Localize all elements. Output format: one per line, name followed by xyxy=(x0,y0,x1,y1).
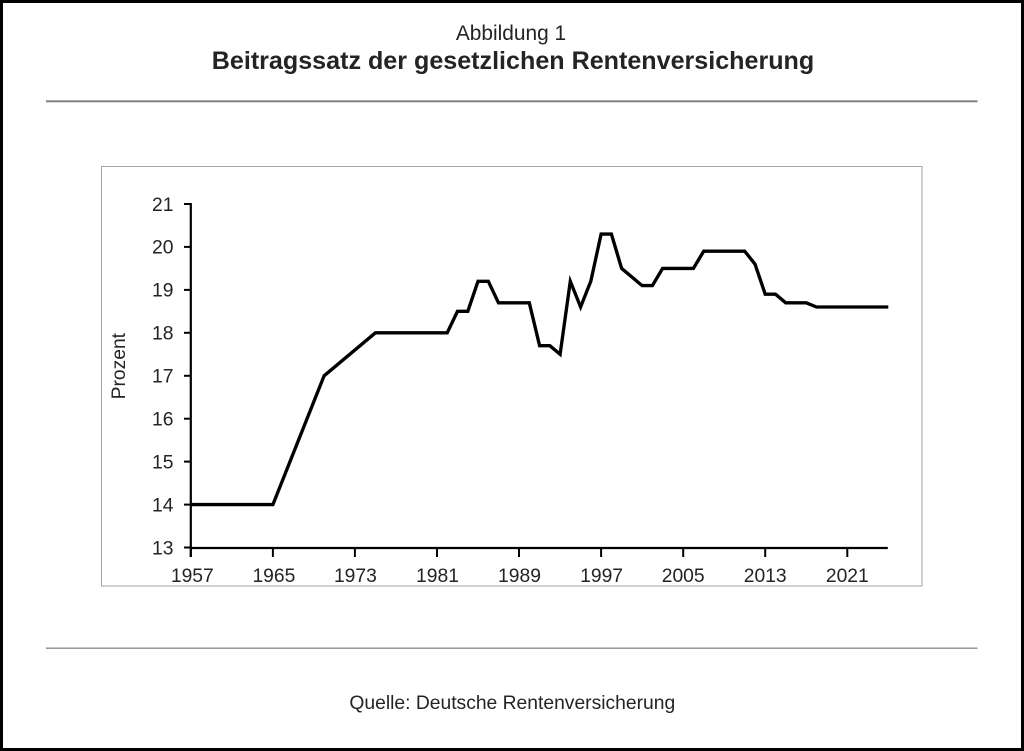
svg-text:Abbildung 1: Abbildung 1 xyxy=(456,22,566,45)
svg-text:1997: 1997 xyxy=(580,566,623,587)
svg-text:14: 14 xyxy=(152,495,174,516)
svg-text:13: 13 xyxy=(152,538,173,559)
svg-text:1989: 1989 xyxy=(498,566,541,587)
svg-text:1981: 1981 xyxy=(416,566,459,587)
svg-text:Beitragssatz der gesetzlichen: Beitragssatz der gesetzlichen Rentenvers… xyxy=(212,47,814,75)
svg-text:1957: 1957 xyxy=(171,566,214,587)
svg-text:19: 19 xyxy=(152,281,173,302)
svg-text:Prozent: Prozent xyxy=(109,332,130,399)
svg-text:16: 16 xyxy=(152,410,173,431)
svg-text:2013: 2013 xyxy=(744,566,787,587)
svg-text:18: 18 xyxy=(152,324,173,345)
svg-text:1973: 1973 xyxy=(334,566,377,587)
svg-text:Quelle: Deutsche Rentenversich: Quelle: Deutsche Rentenversicherung xyxy=(349,693,675,714)
svg-text:21: 21 xyxy=(152,195,173,216)
svg-text:2005: 2005 xyxy=(662,566,705,587)
svg-text:2021: 2021 xyxy=(826,566,869,587)
svg-text:1965: 1965 xyxy=(252,566,295,587)
svg-text:20: 20 xyxy=(152,238,173,259)
svg-text:15: 15 xyxy=(152,452,173,473)
svg-text:17: 17 xyxy=(152,367,173,388)
